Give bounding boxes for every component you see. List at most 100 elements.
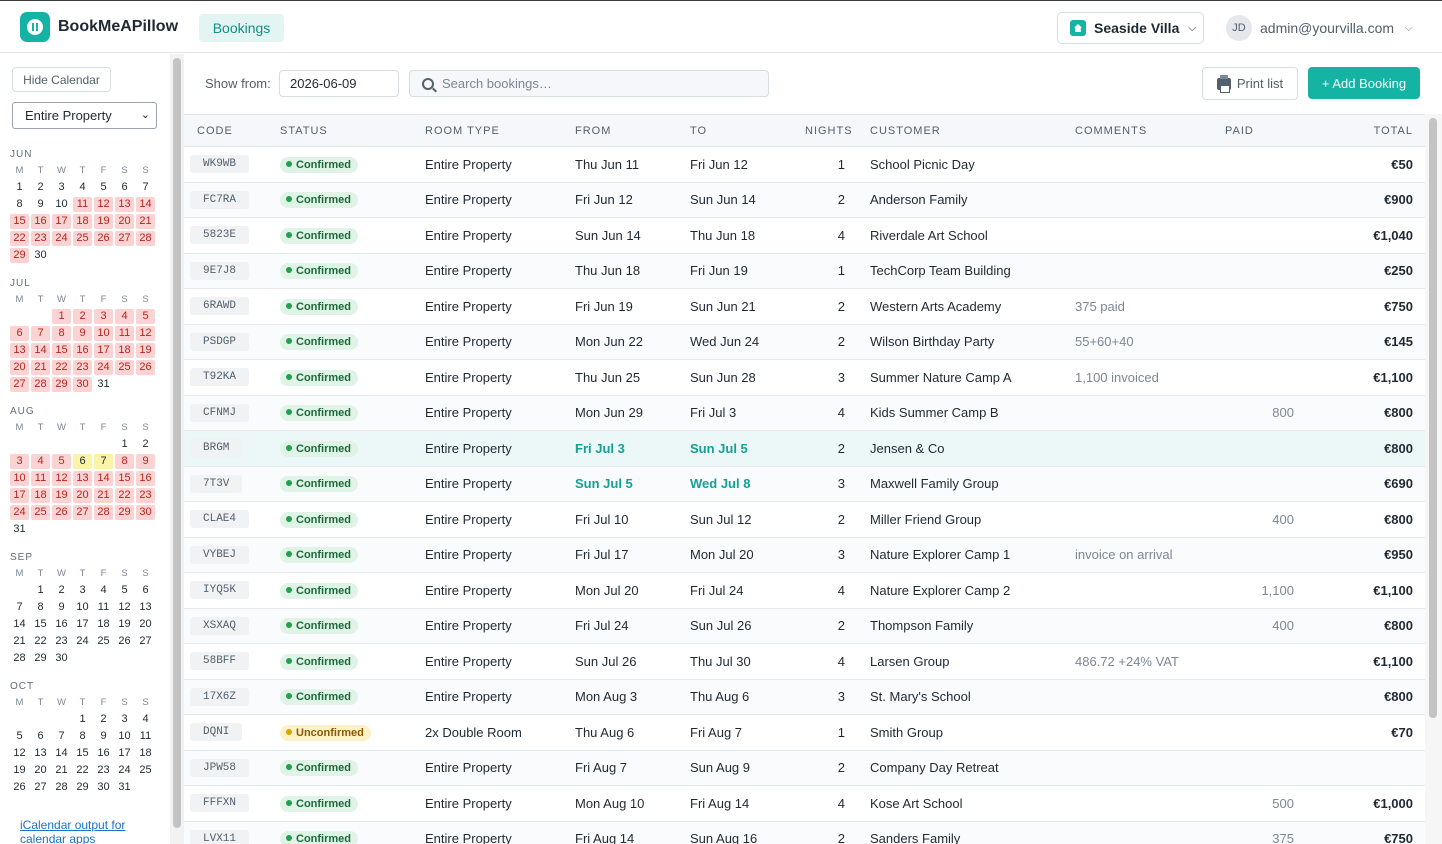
calendar-day[interactable]: 5 <box>16 730 23 742</box>
calendar-day[interactable]: 14 <box>31 343 50 358</box>
booking-code[interactable]: VYBEJ <box>190 545 250 564</box>
calendar-day[interactable]: 30 <box>34 249 47 261</box>
booking-code[interactable]: JPW58 <box>190 758 250 777</box>
calendar-day[interactable]: 22 <box>34 635 47 647</box>
calendar-day[interactable]: 1 <box>79 713 86 725</box>
calendar-day[interactable]: 14 <box>13 618 26 630</box>
col-from[interactable]: FROM <box>575 124 612 137</box>
calendar-day[interactable]: 10 <box>118 730 131 742</box>
booking-code[interactable]: BRGM <box>190 439 243 458</box>
table-row[interactable]: WK9WB Confirmed Entire Property Thu Jun 11 F… <box>184 147 1425 182</box>
calendar-day[interactable]: 4 <box>100 584 107 596</box>
calendar-day[interactable]: 29 <box>34 652 47 664</box>
sidebar-scrollbar[interactable] <box>170 54 184 844</box>
icalendar-link[interactable]: iCalendar output for calendar apps <box>20 818 126 844</box>
booking-code[interactable]: DQNI <box>190 723 243 742</box>
calendar-day[interactable]: 7 <box>58 730 65 742</box>
calendar-day[interactable]: 20 <box>115 214 134 229</box>
calendar-day[interactable]: 21 <box>55 764 68 776</box>
calendar-day[interactable]: 17 <box>118 747 131 759</box>
table-row[interactable]: FFFXN Confirmed Entire Property Mon Aug 10 F… <box>184 786 1425 821</box>
calendar-day[interactable]: 12 <box>13 747 26 759</box>
table-row[interactable]: VYBEJ Confirmed Entire Property Fri Jul 17 M… <box>184 537 1425 573</box>
table-row[interactable]: JPW58 Confirmed Entire Property Fri Aug 7 Su… <box>184 750 1425 786</box>
calendar-day[interactable]: 6 <box>73 454 92 469</box>
calendar-day[interactable]: 30 <box>97 781 110 793</box>
calendar-day[interactable]: 13 <box>10 343 29 358</box>
calendar-day[interactable]: 17 <box>94 343 113 358</box>
calendar-day[interactable]: 19 <box>94 214 113 229</box>
table-row[interactable]: LVX11 Confirmed Entire Property Fri Aug 14 S… <box>184 821 1425 844</box>
table-row[interactable]: FC7RA Confirmed Entire Property Fri Jun 12 S… <box>184 182 1425 218</box>
calendar-day[interactable]: 22 <box>115 488 134 503</box>
calendar-day[interactable]: 24 <box>76 635 89 647</box>
tab-bookings[interactable]: Bookings <box>199 14 284 42</box>
calendar-day[interactable]: 3 <box>58 181 65 193</box>
calendar-day[interactable]: 15 <box>10 214 29 229</box>
booking-code[interactable]: 5823E <box>190 226 250 245</box>
calendar-day[interactable]: 12 <box>52 471 71 486</box>
calendar-day[interactable]: 10 <box>10 471 29 486</box>
booking-code[interactable]: XSXAQ <box>190 616 250 635</box>
hide-calendar-button[interactable]: Hide Calendar <box>12 67 111 92</box>
booking-code[interactable]: WK9WB <box>190 155 250 174</box>
calendar-day[interactable]: 28 <box>13 652 26 664</box>
calendar-day[interactable]: 15 <box>76 747 89 759</box>
calendar-day[interactable]: 9 <box>73 326 92 341</box>
table-row[interactable]: CLAE4 Confirmed Entire Property Fri Jul 10 S… <box>184 502 1425 537</box>
calendar-day[interactable]: 19 <box>118 618 131 630</box>
calendar-day[interactable]: 1 <box>16 181 23 193</box>
calendar-day[interactable]: 27 <box>10 377 29 392</box>
calendar-day[interactable]: 8 <box>115 454 134 469</box>
calendar-day[interactable]: 9 <box>37 198 44 210</box>
col-code[interactable]: CODE <box>197 124 233 137</box>
calendar-day[interactable]: 1 <box>121 438 128 450</box>
booking-code[interactable]: 7T3V <box>190 474 243 493</box>
calendar-day[interactable]: 1 <box>52 309 71 324</box>
app-title[interactable]: BookMeAPillow <box>58 18 179 35</box>
calendar-day[interactable]: 14 <box>136 197 155 212</box>
calendar-day[interactable]: 8 <box>37 601 44 613</box>
calendar-day[interactable]: 25 <box>73 231 92 246</box>
calendar-day[interactable]: 7 <box>16 601 23 613</box>
calendar-day[interactable]: 11 <box>115 326 134 341</box>
property-switcher[interactable]: Seaside Villa ⌵ <box>1057 12 1204 44</box>
calendar-day[interactable]: 3 <box>94 309 113 324</box>
calendar-day[interactable]: 20 <box>73 488 92 503</box>
calendar-day[interactable]: 13 <box>115 197 134 212</box>
calendar-day[interactable]: 25 <box>31 505 50 520</box>
calendar-day[interactable]: 23 <box>31 231 50 246</box>
table-row[interactable]: 5823E Confirmed Entire Property Sun Jun 14 T… <box>184 218 1425 253</box>
calendar-day[interactable]: 15 <box>52 343 71 358</box>
calendar-day[interactable]: 11 <box>73 197 92 212</box>
calendar-day[interactable]: 18 <box>31 488 50 503</box>
property-filter-select[interactable]: Entire Property ⌄ <box>12 102 157 129</box>
calendar-day[interactable]: 2 <box>58 584 65 596</box>
booking-code[interactable]: CLAE4 <box>190 510 250 529</box>
table-row[interactable]: IYQ5K Confirmed Entire Property Mon Jul 20 F… <box>184 573 1425 608</box>
col-to[interactable]: TO <box>690 124 708 137</box>
calendar-day[interactable]: 8 <box>52 326 71 341</box>
booking-code[interactable]: LVX11 <box>190 829 250 844</box>
calendar-day[interactable]: 19 <box>13 764 26 776</box>
calendar-day[interactable]: 11 <box>31 471 50 486</box>
calendar-day[interactable]: 3 <box>121 713 128 725</box>
calendar-day[interactable]: 21 <box>136 214 155 229</box>
calendar-day[interactable]: 20 <box>10 360 29 375</box>
calendar-day[interactable]: 11 <box>139 730 152 742</box>
calendar-day[interactable]: 1 <box>37 584 44 596</box>
table-row[interactable]: PSDGP Confirmed Entire Property Mon Jun 22 W… <box>184 324 1425 360</box>
calendar-day[interactable]: 29 <box>115 505 134 520</box>
calendar-day[interactable]: 12 <box>118 601 131 613</box>
calendar-day[interactable]: 28 <box>136 231 155 246</box>
booking-code[interactable]: 58BFF <box>190 652 250 671</box>
calendar-day[interactable]: 28 <box>94 505 113 520</box>
calendar-day[interactable]: 23 <box>136 488 155 503</box>
calendar-day[interactable]: 6 <box>10 326 29 341</box>
calendar-day[interactable]: 29 <box>76 781 89 793</box>
calendar-day[interactable]: 4 <box>79 181 86 193</box>
calendar-day[interactable]: 2 <box>100 713 107 725</box>
calendar-day[interactable]: 18 <box>139 747 152 759</box>
calendar-day[interactable]: 17 <box>76 618 89 630</box>
calendar-day[interactable]: 23 <box>97 764 110 776</box>
